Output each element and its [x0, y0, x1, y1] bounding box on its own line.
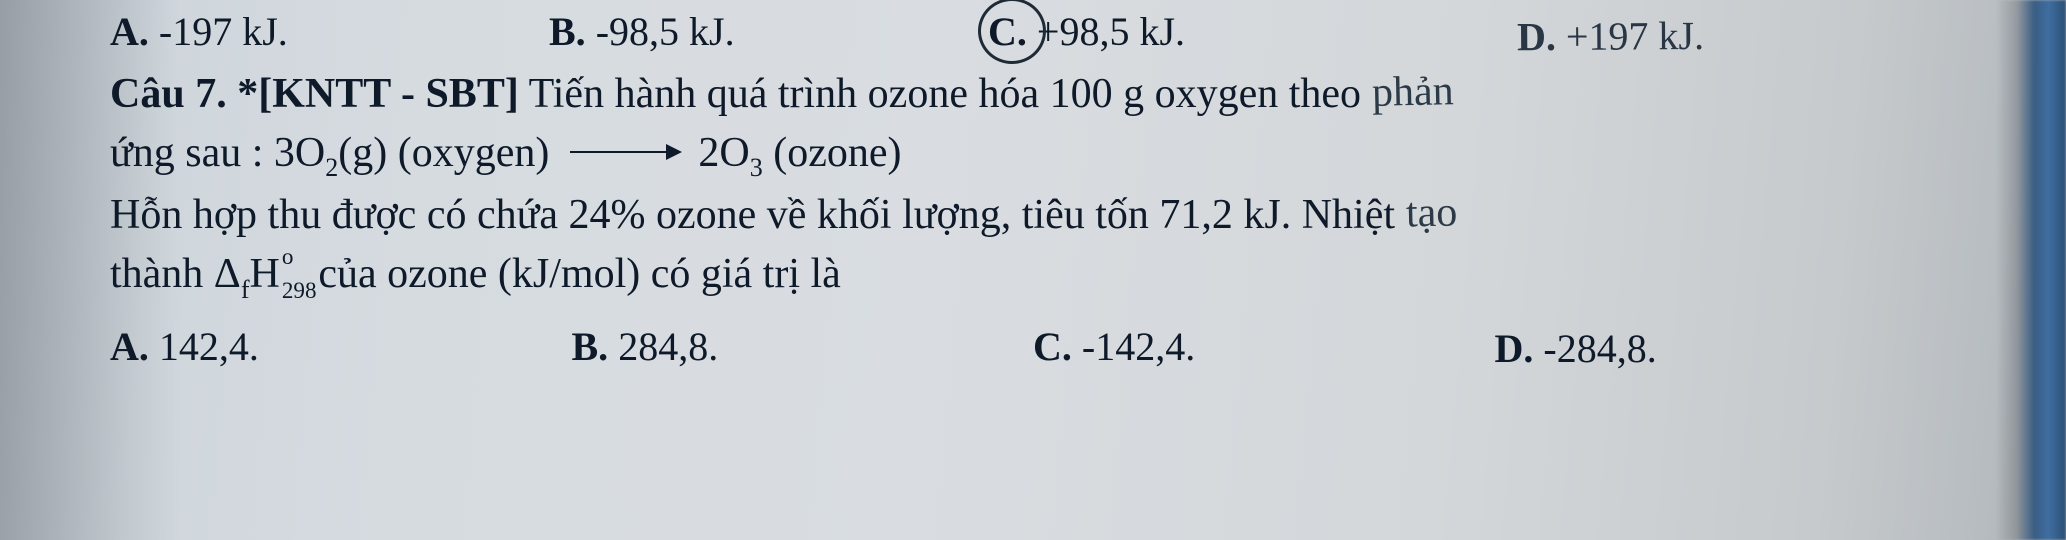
q7-line2: ứng sau : 3O2(g) (oxygen) 2O3 (ozone)	[110, 127, 1956, 184]
q7-line3-text: Hỗn hợp thu được có chứa 24% ozone về kh…	[110, 192, 1406, 238]
q7-line3-tail: tạo	[1405, 187, 1457, 241]
q7-line2-mid1: (g) (oxygen)	[338, 130, 560, 176]
q6-option-d-label: D.	[1517, 14, 1556, 59]
q7-line2-end: (ozone)	[763, 130, 902, 176]
q7-option-c-value: -142,4.	[1082, 324, 1195, 369]
q7-tag: *[KNTT - SBT]	[237, 71, 519, 117]
q7-option-b-label: B.	[572, 324, 609, 369]
q6-option-d-value: +197 kJ.	[1566, 13, 1704, 59]
q7-option-c-label: C.	[1033, 324, 1072, 369]
q6-options-row: A. -197 kJ. B. -98,5 kJ. C. +98,5 kJ. D.…	[110, 10, 1956, 54]
q7-deltaH: Ho298	[250, 248, 308, 301]
q7-line3: Hỗn hợp thu được có chứa 24% ozone về kh…	[110, 189, 1956, 242]
q7-deltaH-H: H	[250, 251, 280, 297]
q6-option-c-value: +98,5 kJ.	[1037, 9, 1185, 54]
q7-line2-o2-sub: 2	[325, 153, 338, 182]
q7-line1: Câu 7. *[KNTT - SBT] Tiến hành quá trình…	[110, 68, 1956, 121]
q6-option-d: D. +197 kJ.	[1427, 12, 1956, 60]
q7-option-b: B. 284,8.	[572, 325, 1034, 369]
q7-option-a: A. 142,4.	[110, 325, 572, 369]
q7-line4-a: thành Δ	[110, 251, 241, 297]
q7-heading: Câu 7.	[110, 71, 227, 117]
q7-option-a-value: 142,4.	[159, 324, 259, 369]
q6-option-c-circle-wrap: C.	[988, 10, 1027, 54]
q6-option-a-value: -197 kJ.	[159, 9, 288, 54]
q7-deltaH-sup: o	[282, 242, 294, 271]
q6-option-b: B. -98,5 kJ.	[549, 10, 988, 54]
q7-options-row: A. 142,4. B. 284,8. C. -142,4. D. -284,8…	[110, 325, 1956, 369]
q6-option-c: C. +98,5 kJ.	[988, 10, 1427, 54]
q7-option-c: C. -142,4.	[1033, 325, 1495, 369]
q7-line2-mid2: 2O	[688, 130, 750, 176]
q7-line4-sub-f: f	[241, 275, 250, 304]
q7-option-b-value: 284,8.	[618, 324, 718, 369]
q7-line1-rest: Tiến hành quá trình ozone hóa 100 g oxyg…	[529, 71, 1372, 117]
reaction-arrow-icon	[570, 151, 680, 153]
q7-line2-o3-sub: 3	[750, 153, 763, 182]
q7-line4-b: của ozone (kJ/mol) có giá trị là	[308, 251, 841, 297]
q7-option-d-label: D.	[1495, 326, 1534, 371]
q7-line2-pre: ứng sau : 3O	[110, 130, 325, 176]
q6-option-a: A. -197 kJ.	[110, 10, 549, 54]
q7-deltaH-sub: 298	[282, 276, 317, 305]
q7-line1-tail: phản	[1371, 65, 1454, 119]
content-region: A. -197 kJ. B. -98,5 kJ. C. +98,5 kJ. D.…	[0, 0, 2066, 369]
q7-option-d: D. -284,8.	[1495, 327, 1957, 371]
q7-line4: thành ΔfHo298 của ozone (kJ/mol) có giá …	[110, 248, 1956, 305]
q6-option-b-value: -98,5 kJ.	[596, 9, 735, 54]
q7-option-d-value: -284,8.	[1543, 326, 1656, 371]
q6-option-b-label: B.	[549, 9, 586, 54]
q7-option-a-label: A.	[110, 324, 149, 369]
q6-option-c-label: C.	[988, 9, 1027, 54]
q6-option-a-label: A.	[110, 9, 149, 54]
